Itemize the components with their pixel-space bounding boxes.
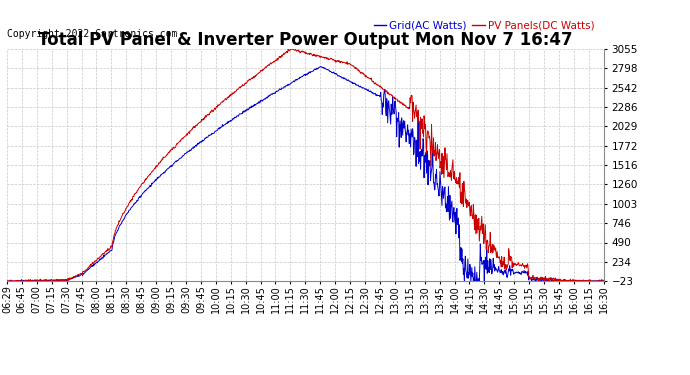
Legend: Grid(AC Watts), PV Panels(DC Watts): Grid(AC Watts), PV Panels(DC Watts) — [370, 17, 598, 35]
Text: Copyright 2022 Cartronics.com: Copyright 2022 Cartronics.com — [7, 30, 177, 39]
Title: Total PV Panel & Inverter Power Output Mon Nov 7 16:47: Total PV Panel & Inverter Power Output M… — [38, 31, 573, 49]
